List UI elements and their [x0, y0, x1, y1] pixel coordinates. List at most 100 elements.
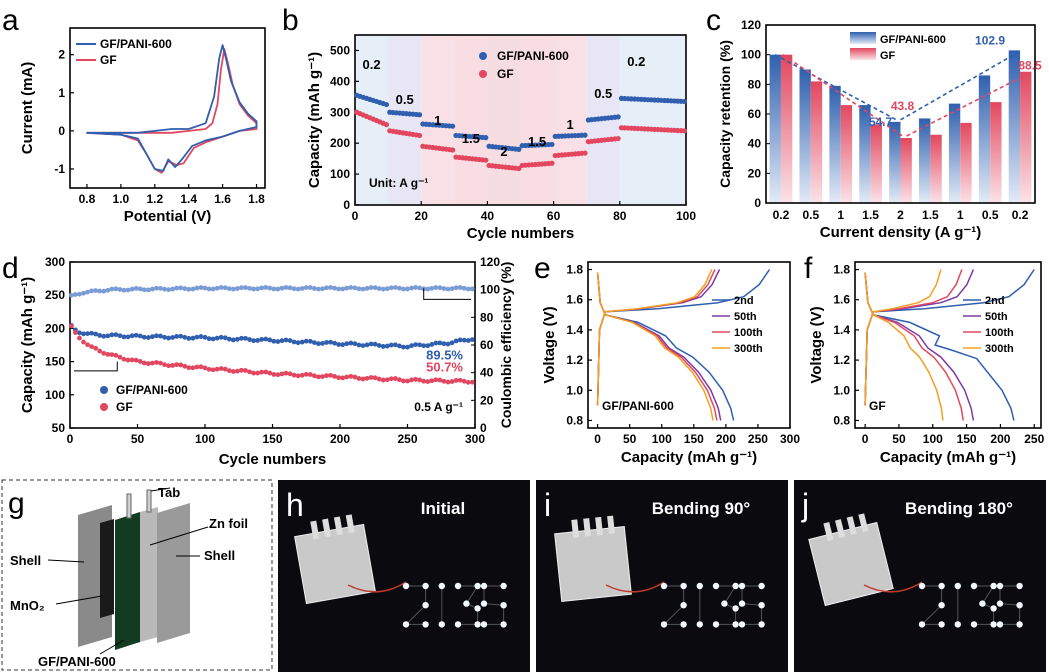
capacity-point	[129, 357, 135, 363]
ce-point	[158, 285, 163, 291]
cell-tab	[333, 516, 343, 536]
bar	[1020, 71, 1032, 203]
capacity-point	[154, 360, 159, 365]
capacity-point	[465, 379, 471, 385]
capacity-point	[230, 369, 236, 374]
led-light	[454, 582, 462, 590]
panel-letter: f	[804, 252, 813, 285]
ce-point	[214, 285, 220, 291]
legend-label: 2nd	[985, 295, 1005, 307]
y-tick-label: 1.2	[566, 353, 583, 367]
led-light	[732, 621, 739, 628]
ce-point	[320, 286, 325, 292]
data-point	[615, 135, 621, 142]
capacity-point	[340, 342, 346, 348]
ce-point	[137, 286, 143, 292]
photo-title: Bending 90°	[652, 499, 751, 518]
discharge-curve	[864, 272, 944, 421]
y-tick-label: 1	[58, 86, 65, 100]
panel-b: b 0 20 40 60 80 100 0 100 200 300 400 500 Cycle numbe…	[282, 4, 696, 242]
cell-tab	[607, 515, 615, 535]
rate-label: 1	[434, 113, 441, 128]
cell-tab	[583, 518, 592, 537]
ce-point	[348, 285, 354, 290]
led-light	[463, 600, 470, 607]
axes-frame	[69, 27, 266, 189]
bar	[829, 85, 841, 203]
y-tick-label: 1.4	[833, 323, 850, 337]
y-tick-label: 0	[343, 198, 350, 212]
ce-point	[174, 285, 180, 291]
y-tick-label: 0.8	[833, 413, 850, 427]
label-tab: Tab	[158, 485, 180, 500]
ce-point	[429, 285, 435, 291]
led-light	[954, 621, 961, 628]
ce-point	[465, 286, 471, 292]
y-tick-label: 2	[58, 48, 65, 62]
y-tick-label: 1.4	[566, 323, 583, 337]
capacity-point	[145, 361, 151, 367]
x-tick-label: 50	[623, 432, 637, 446]
capacity-point	[320, 374, 325, 380]
panel-letter: i	[544, 487, 551, 523]
capacity-point	[295, 340, 301, 346]
bar	[810, 81, 823, 203]
x-tick-label: 0.5	[982, 208, 999, 222]
data-point	[516, 146, 522, 152]
mno2-layer	[100, 519, 114, 618]
y2-tick-label: 20	[480, 393, 494, 407]
capacity-point	[182, 363, 188, 369]
x-tick-label: 150	[684, 432, 704, 446]
led-wire	[716, 585, 737, 625]
capacity-point	[117, 354, 123, 360]
capacity-point	[328, 372, 333, 378]
bar	[780, 54, 793, 203]
capacity-point	[73, 330, 78, 335]
x-tick-label: 150	[957, 432, 977, 446]
x-tick-label: 1.0	[113, 192, 130, 206]
capacity-point	[149, 334, 155, 340]
bar	[948, 103, 961, 203]
retention-label: 50.7%	[426, 360, 463, 375]
led-light	[918, 582, 926, 590]
x-tick-label: 200	[716, 432, 736, 446]
legend-label: GF/PANI-600	[116, 383, 188, 397]
capacity-point	[392, 376, 398, 381]
rate-label: 0.2	[627, 54, 645, 69]
led-light	[474, 582, 481, 590]
ce-point	[299, 286, 305, 291]
x-axis-label: Current density (A g⁻¹)	[820, 224, 982, 241]
x-tick-label: 1.5	[862, 208, 879, 222]
led-light	[732, 605, 739, 612]
capacity-point	[218, 366, 224, 371]
capacity-point	[121, 334, 127, 340]
led-light	[996, 600, 1004, 607]
capacity-point	[170, 363, 176, 368]
capacity-point	[417, 377, 423, 383]
ce-point	[259, 285, 265, 291]
ce-point	[186, 286, 192, 292]
capacity-point	[401, 378, 406, 384]
leader-line	[99, 639, 125, 655]
leader-line	[150, 487, 171, 492]
x-tick-label: 200	[990, 432, 1010, 446]
led-light	[758, 602, 765, 609]
ce-point	[178, 285, 184, 291]
y-tick-label: 1.8	[566, 263, 583, 277]
capacity-point	[453, 338, 459, 344]
ce-point	[356, 286, 362, 292]
legend-label: GF	[497, 67, 514, 81]
capacity-point	[149, 360, 155, 366]
ce-point	[336, 286, 342, 292]
ce-point	[324, 285, 329, 291]
x-tick-label: 0.8	[79, 192, 96, 206]
x-tick-label: 250	[397, 432, 417, 446]
y2-tick-label: 120	[480, 255, 500, 269]
capacity-point	[303, 371, 309, 377]
legend-label: 50th	[985, 311, 1008, 323]
capacity-point	[445, 379, 451, 385]
label-gf: GF/PANI-600	[38, 654, 116, 669]
capacity-point	[336, 342, 342, 347]
cv-curve	[86, 48, 258, 174]
y-tick-label: 200	[330, 136, 350, 150]
